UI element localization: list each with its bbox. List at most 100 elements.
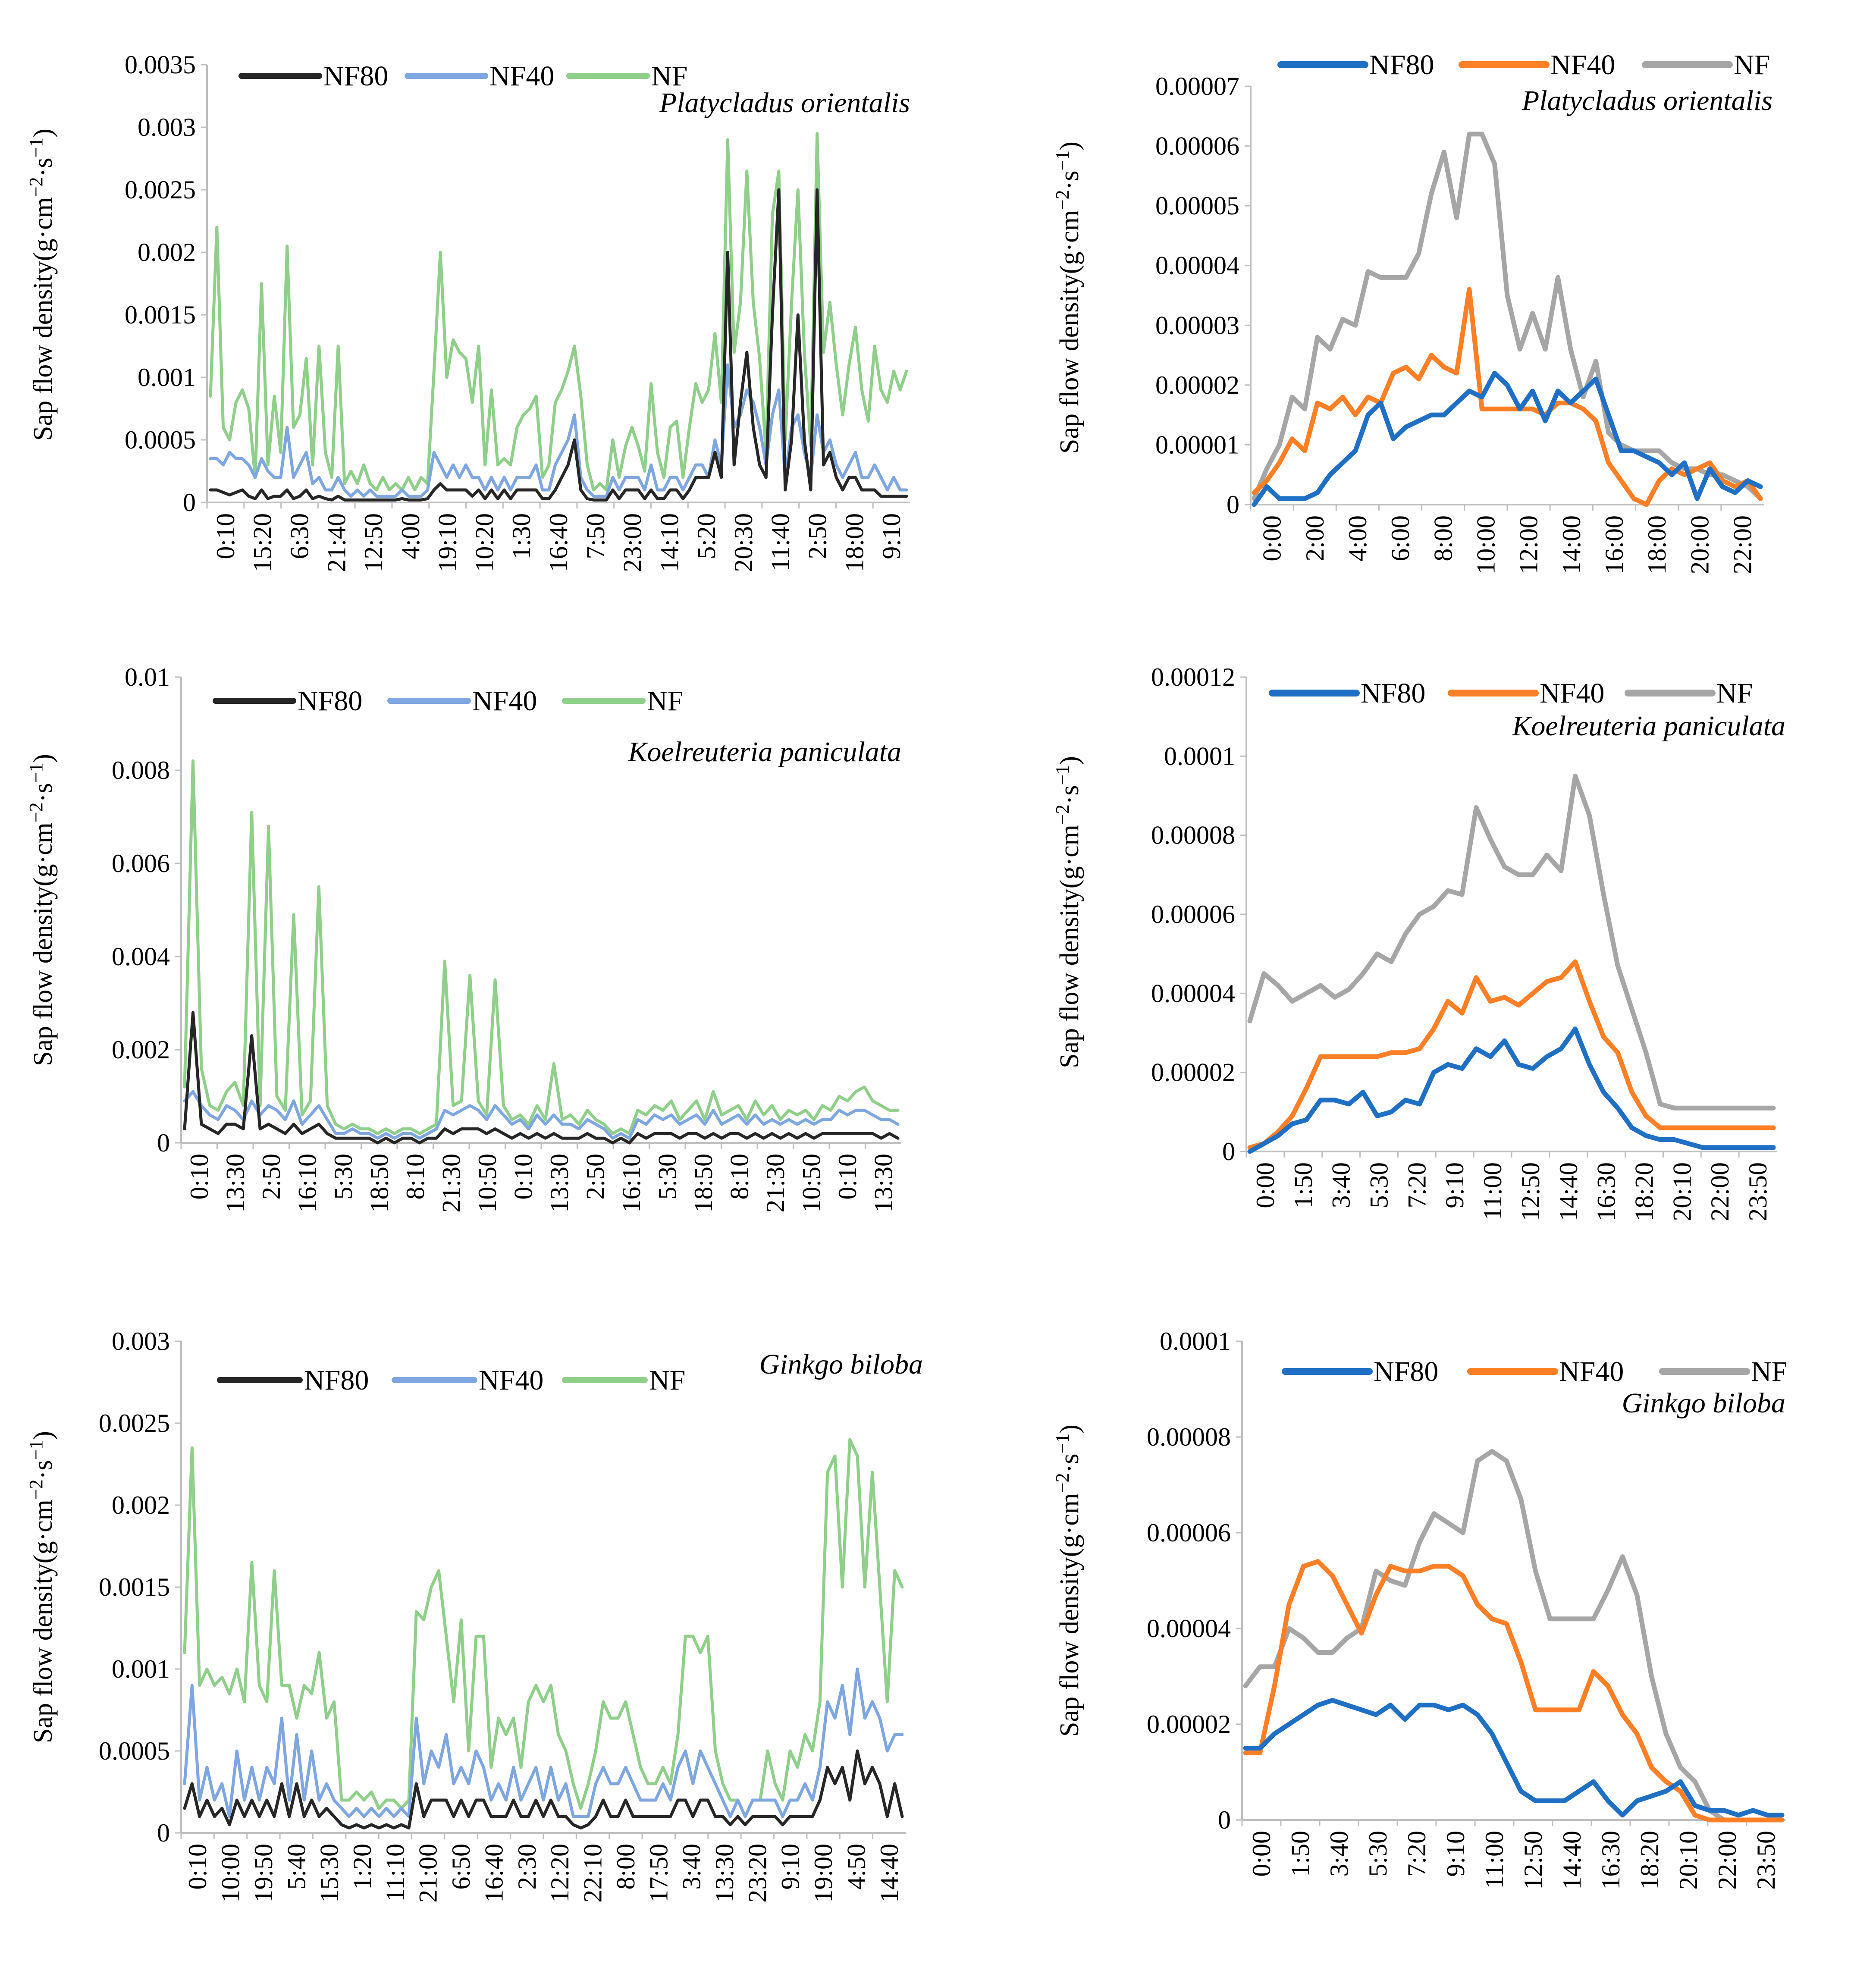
- legend-label-nf40: NF40: [1540, 678, 1604, 709]
- series-line-nf80: [183, 1011, 900, 1145]
- y-tick-label: 0.00004: [1147, 1614, 1231, 1643]
- y-tick-label: 0.0015: [99, 1573, 170, 1601]
- y-axis-title: Sap flow density(g·cm−2·s−1): [1052, 756, 1084, 1068]
- x-tick-label: 0:10: [211, 513, 240, 559]
- x-tick-label: 11:00: [1478, 1162, 1507, 1220]
- legend-label-nf: NF: [647, 685, 683, 717]
- y-tick-label: 0.00001: [1155, 430, 1239, 459]
- series-line-nf80: [1252, 370, 1763, 507]
- series-line-nf: [183, 759, 900, 1135]
- y-tick-label: 0.00012: [1151, 663, 1235, 691]
- x-tick-label: 2:50: [581, 1154, 609, 1200]
- x-tick-label: 11:10: [381, 1844, 409, 1901]
- legend-label-nf: NF: [1751, 1356, 1787, 1387]
- y-axis-title-mid: ·s: [1055, 171, 1084, 190]
- x-tick-label: 23:50: [1752, 1831, 1780, 1890]
- y-axis-title-end: ): [28, 1431, 58, 1440]
- legend-label-nf40: NF40: [472, 685, 537, 717]
- x-tick-label: 0:10: [183, 1844, 212, 1890]
- x-tick-label: 10:50: [473, 1154, 502, 1213]
- chart-koelreuteria-daily: 0 0.00002 0.00004 0.00006 0.00008 0.0001 0.000…: [1052, 663, 1785, 1221]
- y-axis-title-exp2: −1: [25, 138, 47, 158]
- x-tick-label: 0:00: [1251, 1162, 1280, 1208]
- y-tick-label: 0.003: [112, 1327, 170, 1355]
- series-line-nf80: [1247, 1026, 1776, 1154]
- x-tick-label: 14:40: [1558, 1831, 1586, 1890]
- y-tick-label: 0.00007: [1155, 72, 1239, 100]
- y-axis-title-end: ): [1055, 1424, 1084, 1434]
- legend-label-nf80: NF80: [1361, 678, 1425, 709]
- y-tick-label: 0.0005: [99, 1737, 170, 1765]
- y-axis-title-main: Sap flow density(g·cm: [28, 1500, 58, 1743]
- x-tick-label: 22:00: [1728, 515, 1757, 574]
- x-tick-label: 10:00: [1471, 515, 1500, 574]
- series-line-nf40: [183, 1090, 900, 1140]
- x-tick-label: 1:50: [1286, 1831, 1314, 1877]
- x-tick-label: 11:00: [1480, 1831, 1509, 1889]
- x-tick-label: 20:30: [729, 513, 758, 572]
- y-tick-label: 0.004: [112, 942, 170, 971]
- x-tick-label: 17:50: [644, 1844, 673, 1903]
- y-tick-label: 0: [157, 1129, 170, 1157]
- y-tick-label: 0.0035: [125, 50, 196, 79]
- y-tick-label: 0: [1222, 1137, 1235, 1166]
- y-tick-label: 0.003: [138, 113, 196, 141]
- y-axis-title-exp2: −1: [25, 763, 47, 783]
- x-tick-label: 4:00: [396, 513, 425, 559]
- y-axis-title-main: Sap flow density(g·cm: [28, 197, 58, 441]
- x-tick-label: 14:10: [655, 513, 684, 572]
- x-tick-label: 5:40: [282, 1844, 311, 1890]
- legend-label-nf: NF: [1734, 49, 1770, 81]
- series-line-nf40: [1247, 959, 1776, 1150]
- y-tick-label: 0: [1218, 1806, 1231, 1834]
- y-tick-label: 0.002: [138, 238, 196, 267]
- chart-ginkgo-10min: 0 0.0005 0.001 0.0015 0.002 0.0025 0.003 0:10 10…: [25, 1327, 923, 1903]
- x-tick-label: 14:40: [1554, 1162, 1583, 1221]
- series-line-nf: [1247, 773, 1776, 1111]
- x-tick-label: 14:40: [875, 1844, 903, 1903]
- x-tick-label: 19:00: [809, 1844, 838, 1903]
- x-tick-label: 10:50: [797, 1154, 825, 1213]
- y-axis-title-exp1: −2: [25, 177, 47, 197]
- y-axis-title: Sap flow density(g·cm−2·s−1): [25, 129, 58, 441]
- y-tick-label: 0.00003: [1155, 311, 1239, 339]
- x-tick-label: 2:50: [803, 513, 832, 559]
- x-tick-label: 11:40: [766, 513, 795, 571]
- y-axis-title-exp1: −2: [1052, 190, 1073, 210]
- y-axis-title-end: ): [28, 754, 58, 763]
- x-tick-label: 2:50: [257, 1154, 285, 1200]
- x-tick-label: 18:00: [840, 513, 869, 572]
- chart-ginkgo-daily: 0 0.00002 0.00004 0.00006 0.00008 0.0001 0:00 1…: [1052, 1327, 1787, 1890]
- x-tick-label: 18:50: [689, 1154, 718, 1213]
- y-tick-label: 0.00004: [1155, 251, 1239, 280]
- x-tick-label: 16:10: [293, 1154, 321, 1213]
- x-tick-label: 6:30: [285, 513, 314, 559]
- x-tick-label: 5:30: [1364, 1831, 1392, 1877]
- y-tick-label: 0.0015: [125, 301, 196, 329]
- x-tick-label: 2:30: [513, 1844, 541, 1890]
- legend-label-nf40: NF40: [489, 60, 554, 92]
- x-tick-label: 18:00: [1643, 515, 1671, 574]
- x-tick-label: 14:00: [1557, 515, 1586, 574]
- y-tick-label: 0.001: [138, 363, 196, 392]
- x-tick-label: 19:10: [433, 513, 462, 572]
- series-line-nf: [183, 1438, 904, 1818]
- y-axis-title-main: Sap flow density(g·cm: [1055, 825, 1084, 1068]
- x-tick-label: 16:30: [1592, 1162, 1621, 1221]
- x-tick-label: 15:30: [315, 1844, 344, 1903]
- y-tick-label: 0: [1227, 490, 1239, 519]
- x-tick-label: 12:50: [359, 513, 388, 572]
- x-tick-label: 3:40: [1327, 1162, 1355, 1208]
- series-line-nf: [209, 132, 908, 492]
- x-tick-label: 5:30: [653, 1154, 681, 1200]
- x-tick-label: 22:00: [1706, 1162, 1734, 1221]
- x-tick-label: 10:00: [216, 1844, 245, 1903]
- y-axis-title: Sap flow density(g·cm−2·s−1): [25, 754, 58, 1066]
- y-tick-label: 0: [157, 1819, 170, 1847]
- x-tick-label: 20:10: [1674, 1831, 1703, 1890]
- x-tick-label: 13:30: [221, 1154, 249, 1213]
- x-tick-label: 10:20: [470, 513, 499, 572]
- y-axis-title: Sap flow density(g·cm−2·s−1): [1052, 141, 1084, 454]
